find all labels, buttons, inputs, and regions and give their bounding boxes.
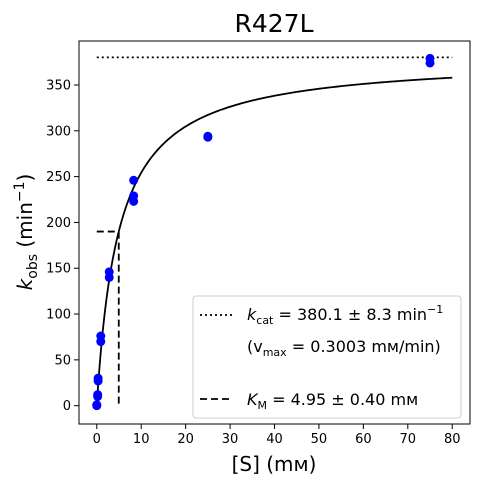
legend-km-entry: KM = 4.95 ± 0.40 mм: [247, 390, 418, 412]
axis-ticks: 0 10 20 30 40 50 60 70 80 0 50 100 150 200 250 300 350: [46, 78, 460, 447]
data-point: [425, 53, 435, 63]
y-tick-label: 0: [63, 399, 71, 414]
legend-km-symbol: K: [247, 390, 259, 409]
x-tick-label: 60: [355, 432, 372, 447]
legend-kcat-subscript: cat: [256, 314, 274, 327]
data-point: [93, 390, 103, 400]
legend-kcat-entry: kcat = 380.1 ± 8.3 min−1: [247, 303, 443, 327]
data-point: [104, 267, 114, 277]
legend-vmax-entry: (vmax = 0.3003 mм/min): [247, 337, 441, 359]
y-tick-label: 300: [46, 124, 71, 139]
plot-area: [92, 53, 453, 411]
data-point: [93, 373, 103, 383]
x-tick-label: 70: [400, 432, 417, 447]
y-tick-label: 100: [46, 308, 71, 323]
y-label-unit: (min: [13, 202, 37, 254]
data-point: [96, 331, 106, 341]
x-tick-label: 10: [133, 432, 150, 447]
x-tick-label: 50: [311, 432, 328, 447]
legend-vmax-open: (v: [247, 337, 263, 356]
y-tick-label: 200: [46, 216, 71, 231]
legend-vmax-subscript: max: [263, 346, 287, 359]
x-tick-label: 40: [266, 432, 283, 447]
data-point: [203, 131, 213, 141]
chart-title: R427L: [234, 9, 313, 38]
x-tick-label: 20: [177, 432, 194, 447]
y-label-subscript: obs: [25, 254, 41, 279]
x-tick-label: 80: [444, 432, 461, 447]
y-label-close: ): [13, 174, 37, 182]
y-axis-label: kobs (min−1): [12, 174, 41, 291]
legend-km-text: = 4.95 ± 0.40 mм: [267, 390, 418, 409]
x-tick-label: 0: [93, 432, 101, 447]
data-point: [129, 191, 139, 201]
y-tick-label: 350: [46, 78, 71, 93]
x-tick-label: 30: [222, 432, 239, 447]
y-label-superscript: −1: [12, 181, 28, 202]
fit-curve: [95, 76, 453, 406]
legend-kcat-superscript: −1: [427, 303, 443, 316]
x-axis-label: [S] (mм): [232, 452, 317, 476]
data-point: [92, 400, 102, 410]
y-tick-label: 250: [46, 170, 71, 185]
legend-kcat-text: = 380.1 ± 8.3 min: [273, 305, 427, 324]
y-tick-label: 50: [54, 353, 71, 368]
legend-box: [192, 295, 462, 419]
y-label-symbol: k: [13, 277, 37, 290]
legend-km-subscript: M: [258, 399, 268, 412]
legend: kcat = 380.1 ± 8.3 min−1 (vmax = 0.3003 …: [192, 295, 462, 419]
legend-kcat-symbol: k: [247, 305, 257, 324]
y-tick-label: 150: [46, 262, 71, 277]
legend-vmax-text: = 0.3003 mм/min): [287, 337, 441, 356]
data-point: [129, 175, 139, 185]
